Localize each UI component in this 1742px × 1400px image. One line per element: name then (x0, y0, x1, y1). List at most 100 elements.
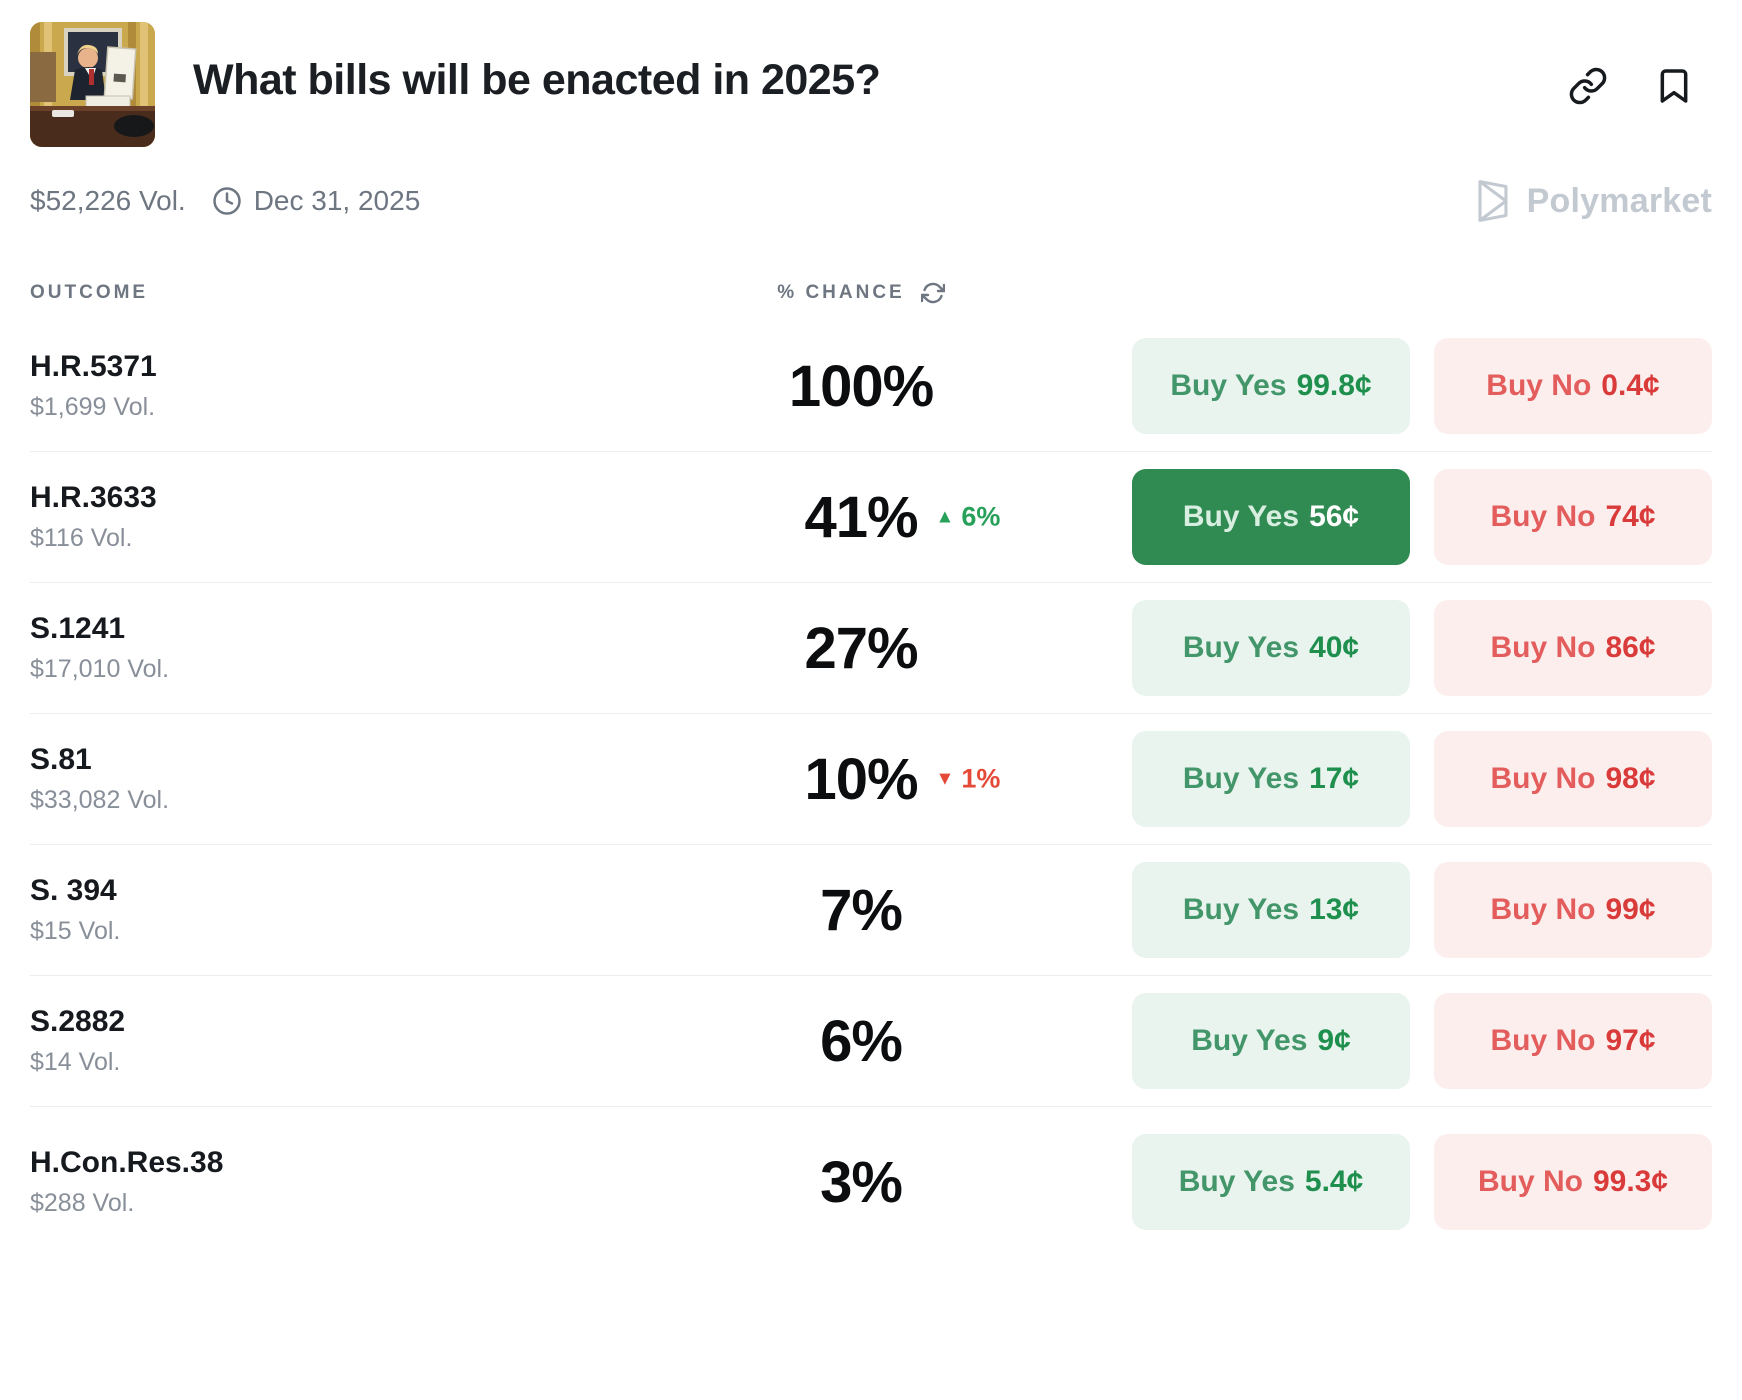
page-title: What bills will be enacted in 2025? (193, 56, 881, 104)
buy-no-price: 97¢ (1605, 1024, 1656, 1057)
outcome-name[interactable]: S. 394 (30, 874, 117, 907)
buy-no-label: Buy No (1490, 631, 1596, 664)
buy-no-label: Buy No (1490, 1024, 1596, 1057)
buy-yes-label: Buy Yes (1182, 631, 1300, 664)
total-volume: $52,226 Vol. (30, 185, 186, 216)
chance-column-label: % CHANCE (777, 282, 905, 303)
outcome-name[interactable]: S.1241 (30, 612, 126, 645)
buy-no-label: Buy No (1477, 1165, 1583, 1198)
polymarket-brand-link[interactable]: Polymarket (1469, 179, 1712, 223)
buy-no-price: 99¢ (1605, 893, 1656, 926)
buy-yes-price: 17¢ (1309, 762, 1360, 795)
clock-icon (212, 187, 241, 215)
link-icon (1569, 67, 1607, 105)
buy-yes-button[interactable]: Buy Yes 40¢ (1132, 600, 1410, 696)
delta-value: 1% (961, 763, 1001, 794)
outcome-volume: $33,082 Vol. (30, 786, 170, 814)
table-row: S. 394 $15 Vol. 7% Buy Yes 13¢ Buy No 99¢ (30, 845, 1712, 976)
end-date: Dec 31, 2025 (212, 185, 421, 217)
buy-yes-price: 99.8¢ (1296, 369, 1372, 402)
buy-no-price: 74¢ (1605, 500, 1656, 533)
outcome-name[interactable]: S.2882 (30, 1005, 126, 1038)
polymarket-embed: What bills will be enacted in 2025? $52,… (30, 22, 1712, 1257)
buy-yes-label: Buy Yes (1182, 762, 1300, 795)
table-row: S.1241 $17,010 Vol. 27% Buy Yes 40¢ Buy N… (30, 583, 1712, 714)
buy-yes-label: Buy Yes (1170, 369, 1287, 402)
buy-yes-label: Buy Yes (1182, 500, 1300, 533)
outcome-list: H.R.5371 $1,699 Vol. 100% Buy Yes 99.8¢ B… (30, 321, 1712, 1257)
table-row: H.R.5371 $1,699 Vol. 100% Buy Yes 99.8¢ B… (30, 321, 1712, 452)
buy-no-button[interactable]: Buy No 0.4¢ (1434, 338, 1712, 434)
chance-value: 3% (820, 1149, 903, 1215)
buy-no-price: 99.3¢ (1592, 1165, 1669, 1198)
chance-column-header: % CHANCE (590, 281, 1132, 305)
chance-value: 27% (804, 615, 918, 681)
buy-no-button[interactable]: Buy No 99.3¢ (1434, 1134, 1712, 1230)
chance-value: 41% (804, 484, 918, 550)
header-actions (1568, 66, 1694, 106)
buy-yes-price: 40¢ (1309, 631, 1360, 664)
chance-value: 6% (820, 1008, 903, 1074)
buy-yes-price: 13¢ (1309, 893, 1360, 926)
buy-yes-label: Buy Yes (1191, 1024, 1308, 1057)
outcome-volume: $288 Vol. (30, 1189, 135, 1217)
outcome-volume: $15 Vol. (30, 917, 121, 945)
chance-value: 10% (804, 746, 918, 812)
buy-yes-button[interactable]: Buy Yes 99.8¢ (1132, 338, 1410, 434)
buy-no-label: Buy No (1490, 762, 1596, 795)
meta-stats: $52,226 Vol. Dec 31, 2025 (30, 185, 420, 217)
market-thumbnail (30, 22, 155, 147)
end-date-label: Dec 31, 2025 (253, 185, 421, 216)
outcome-name[interactable]: H.Con.Res.38 (30, 1146, 224, 1179)
chance-delta: ▼ 1% (936, 764, 1001, 795)
bookmark-button[interactable] (1654, 66, 1694, 106)
buy-yes-price: 9¢ (1317, 1024, 1351, 1057)
buy-no-button[interactable]: Buy No 86¢ (1434, 600, 1712, 696)
chance-value: 7% (820, 877, 903, 943)
outcome-name[interactable]: S.81 (30, 743, 92, 776)
outcome-name[interactable]: H.R.3633 (30, 481, 157, 514)
table-row: H.R.3633 $116 Vol. 41% ▲ 6% Buy Yes 56¢ Bu… (30, 452, 1712, 583)
buy-no-price: 86¢ (1605, 631, 1656, 664)
refresh-icon[interactable] (920, 281, 945, 305)
outcome-column-header: OUTCOME (30, 282, 149, 303)
buy-no-label: Buy No (1490, 893, 1596, 926)
market-header: What bills will be enacted in 2025? (30, 22, 1712, 147)
chance-delta: ▲ 6% (936, 502, 1001, 533)
outcome-volume: $14 Vol. (30, 1048, 121, 1076)
bookmark-icon (1660, 69, 1688, 103)
copy-link-button[interactable] (1568, 66, 1608, 106)
buy-no-button[interactable]: Buy No 98¢ (1434, 731, 1712, 827)
delta-value: 6% (961, 501, 1001, 532)
table-row: S.81 $33,082 Vol. 10% ▼ 1% Buy Yes 17¢ Buy… (30, 714, 1712, 845)
buy-yes-button[interactable]: Buy Yes 5.4¢ (1132, 1134, 1410, 1230)
buy-yes-button[interactable]: Buy Yes 56¢ (1132, 469, 1410, 565)
polymarket-logo (1478, 180, 1508, 222)
buy-no-label: Buy No (1486, 369, 1592, 402)
buy-no-price: 98¢ (1605, 762, 1656, 795)
table-row: S.2882 $14 Vol. 6% Buy Yes 9¢ Buy No 97¢ (30, 976, 1712, 1107)
buy-yes-price: 56¢ (1309, 500, 1360, 533)
buy-no-price: 0.4¢ (1601, 369, 1660, 402)
buy-yes-button[interactable]: Buy Yes 17¢ (1132, 731, 1410, 827)
market-meta: $52,226 Vol. Dec 31, 2025 Polymarket (30, 179, 1712, 223)
buy-no-button[interactable]: Buy No 74¢ (1434, 469, 1712, 565)
oval-office-illustration (30, 22, 155, 147)
table-row: H.Con.Res.38 $288 Vol. 3% Buy Yes 5.4¢ Bu… (30, 1107, 1712, 1257)
buy-yes-label: Buy Yes (1182, 893, 1300, 926)
buy-no-label: Buy No (1490, 500, 1596, 533)
buy-no-button[interactable]: Buy No 99¢ (1434, 862, 1712, 958)
outcome-volume: $17,010 Vol. (30, 655, 170, 683)
outcome-volume: $1,699 Vol. (30, 393, 156, 421)
buy-no-button[interactable]: Buy No 97¢ (1434, 993, 1712, 1089)
table-header: OUTCOME % CHANCE (30, 281, 1712, 305)
buy-yes-button[interactable]: Buy Yes 9¢ (1132, 993, 1410, 1089)
brand-name: Polymarket (1526, 181, 1712, 220)
buy-yes-price: 5.4¢ (1304, 1165, 1364, 1198)
outcome-name[interactable]: H.R.5371 (30, 350, 157, 383)
buy-yes-button[interactable]: Buy Yes 13¢ (1132, 862, 1410, 958)
chance-value: 100% (788, 353, 934, 419)
delta-arrow-icon: ▼ (935, 768, 955, 789)
outcome-volume: $116 Vol. (30, 524, 133, 552)
delta-arrow-icon: ▲ (935, 506, 955, 527)
